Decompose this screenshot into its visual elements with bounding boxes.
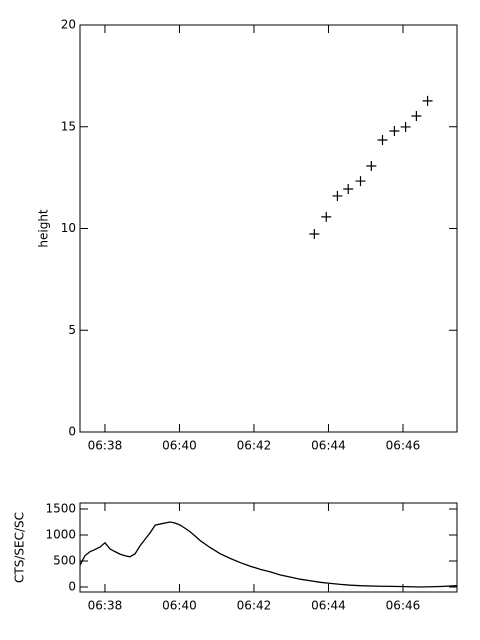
x-tick-label: 06:40: [162, 439, 197, 453]
count-line: [79, 521, 458, 588]
plus-marker: [366, 161, 377, 172]
plus-marker: [389, 126, 400, 137]
plus-marker: [422, 95, 433, 106]
y-tick-label: 15: [61, 119, 76, 133]
x-tick-label: 06:46: [386, 599, 421, 613]
plot-frame: [79, 24, 458, 433]
plus-marker: [377, 134, 388, 145]
x-tick-label: 06:46: [386, 439, 421, 453]
x-tick-label: 06:42: [237, 599, 272, 613]
y-tick-label: 1000: [45, 527, 76, 541]
y-tick-label: 1500: [45, 501, 76, 515]
y-tick-label: 5: [68, 323, 76, 337]
plus-marker: [332, 190, 343, 201]
plus-marker: [321, 211, 332, 222]
x-tick-label: 06:42: [237, 439, 272, 453]
y-axis-label: height: [37, 209, 51, 248]
plus-marker: [355, 176, 366, 187]
y-tick-label: 500: [53, 553, 76, 567]
x-tick-label: 06:40: [162, 599, 197, 613]
x-tick-label: 06:44: [311, 599, 346, 613]
plus-marker: [343, 184, 354, 195]
plus-marker: [309, 228, 320, 239]
plot-frame: [79, 502, 458, 593]
x-tick-label: 06:38: [88, 439, 123, 453]
x-tick-label: 06:44: [311, 439, 346, 453]
y-tick-label: 10: [61, 221, 76, 235]
y-axis-label: CTS/SEC/SC: [13, 512, 27, 583]
plus-marker: [411, 110, 422, 121]
x-tick-label: 06:38: [88, 599, 123, 613]
y-tick-label: 0: [68, 425, 76, 439]
plus-marker: [400, 121, 411, 132]
y-tick-label: 0: [68, 580, 76, 594]
y-tick-label: 20: [61, 18, 76, 32]
